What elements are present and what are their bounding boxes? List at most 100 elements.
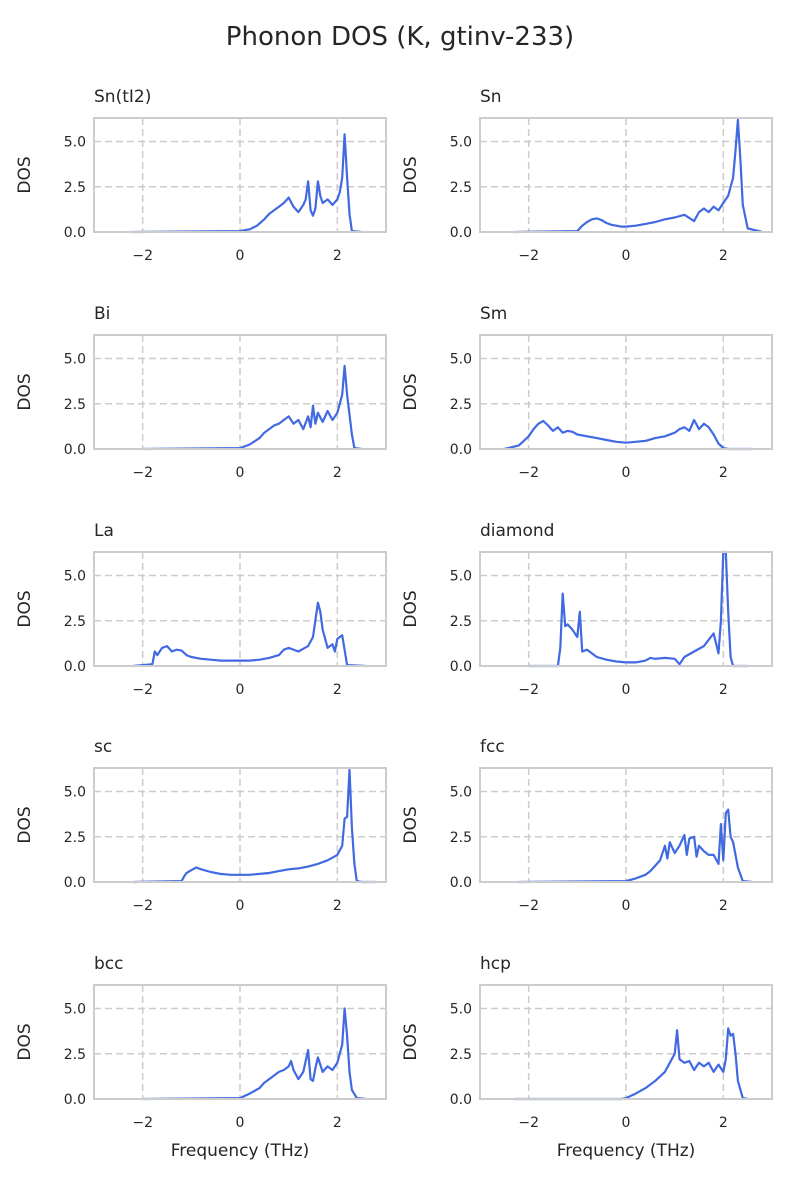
x-tick-label: −2 <box>132 682 153 698</box>
y-tick-label: 5.0 <box>64 569 86 585</box>
y-tick-label: 2.5 <box>450 180 472 196</box>
x-tick-label: 0 <box>236 898 245 914</box>
y-tick-label: 5.0 <box>64 352 86 368</box>
subplot-title: diamond <box>480 521 554 541</box>
y-axis-label: DOS <box>401 373 421 410</box>
x-tick-label: 2 <box>719 898 728 914</box>
y-tick-label: 5.0 <box>450 785 472 801</box>
y-axis-label: DOS <box>15 156 35 193</box>
x-tick-label: −2 <box>132 898 153 914</box>
x-tick-label: 2 <box>719 682 728 698</box>
plot-frame <box>93 334 387 450</box>
dos-curve <box>528 550 748 668</box>
y-tick-label: 2.5 <box>64 397 86 413</box>
subplot-bcc: bcc −2 0 2 0.0 2.5 5.0 DOS Frequency (THz) <box>15 954 387 1161</box>
y-tick-label: 5.0 <box>450 135 472 151</box>
x-tick-label: −2 <box>132 248 153 264</box>
x-tick-label: −2 <box>518 898 539 914</box>
x-tick-label: −2 <box>518 248 539 264</box>
x-tick-label: 2 <box>719 248 728 264</box>
x-tick-label: 0 <box>622 682 631 698</box>
plot-frame <box>479 767 773 883</box>
subplot-sn-ti2-: Sn(tI2) −2 0 2 0.0 2.5 5.0 DOS <box>15 87 387 264</box>
y-tick-label: 5.0 <box>450 1002 472 1018</box>
dos-curve <box>142 364 362 451</box>
subplot-diamond: diamond −2 0 2 0.0 2.5 5.0 DOS <box>401 521 773 698</box>
y-tick-label: 0.0 <box>64 1092 86 1108</box>
y-tick-label: 0.0 <box>64 659 86 675</box>
x-axis-label: Frequency (THz) <box>171 1141 310 1161</box>
x-tick-label: 2 <box>719 1115 728 1131</box>
x-tick-label: −2 <box>518 682 539 698</box>
subplot-title: Sm <box>480 304 507 324</box>
dos-curve <box>504 418 753 451</box>
y-tick-label: 0.0 <box>450 1092 472 1108</box>
subplot-title: Sn(tI2) <box>94 87 151 107</box>
dos-curve <box>514 1027 748 1101</box>
dos-curve <box>142 1007 367 1101</box>
y-tick-label: 2.5 <box>450 397 472 413</box>
y-tick-label: 5.0 <box>64 785 86 801</box>
plot-frame <box>479 117 773 233</box>
x-tick-label: 0 <box>236 465 245 481</box>
plot-frame <box>93 551 387 667</box>
y-tick-label: 5.0 <box>64 135 86 151</box>
x-tick-label: 2 <box>333 682 342 698</box>
subplot-sc: sc −2 0 2 0.0 2.5 5.0 DOS <box>15 737 387 914</box>
x-tick-label: 2 <box>333 1115 342 1131</box>
subplot-sn: Sn −2 0 2 0.0 2.5 5.0 DOS <box>401 87 773 264</box>
y-axis-label: DOS <box>15 590 35 627</box>
x-tick-label: −2 <box>518 465 539 481</box>
x-axis-label: Frequency (THz) <box>557 1141 696 1161</box>
subplot-bi: Bi −2 0 2 0.0 2.5 5.0 DOS <box>15 304 387 481</box>
x-tick-label: 0 <box>236 682 245 698</box>
y-tick-label: 2.5 <box>450 614 472 630</box>
y-tick-label: 0.0 <box>450 225 472 241</box>
y-tick-label: 5.0 <box>450 352 472 368</box>
y-axis-label: DOS <box>401 1023 421 1060</box>
subplot-sm: Sm −2 0 2 0.0 2.5 5.0 DOS <box>401 304 773 481</box>
subplot-title: bcc <box>94 954 123 974</box>
y-tick-label: 0.0 <box>450 659 472 675</box>
y-axis-label: DOS <box>401 806 421 843</box>
y-axis-label: DOS <box>15 373 35 410</box>
x-tick-label: 0 <box>622 1115 631 1131</box>
subplot-grid: Sn(tI2) −2 0 2 0.0 2.5 5.0 DOS Sn −2 0 2 0.0 2.5 5.0 DO… <box>15 87 773 1161</box>
x-tick-label: 2 <box>333 465 342 481</box>
subplot-title: fcc <box>480 737 505 757</box>
dos-curve <box>132 601 367 668</box>
x-tick-label: 0 <box>622 898 631 914</box>
y-axis-label: DOS <box>401 156 421 193</box>
x-tick-label: 2 <box>719 465 728 481</box>
plot-frame <box>479 551 773 667</box>
x-tick-label: 0 <box>236 1115 245 1131</box>
subplot-title: hcp <box>480 954 511 974</box>
plot-frame <box>93 767 387 883</box>
y-tick-label: 2.5 <box>64 614 86 630</box>
figure-title: Phonon DOS (K, gtinv-233) <box>226 22 574 52</box>
x-tick-label: 0 <box>622 465 631 481</box>
x-tick-label: −2 <box>132 1115 153 1131</box>
subplot-title: La <box>94 521 114 541</box>
subplot-title: sc <box>94 737 112 757</box>
plot-frame <box>93 984 387 1100</box>
y-tick-label: 5.0 <box>450 569 472 585</box>
subplot-fcc: fcc −2 0 2 0.0 2.5 5.0 DOS <box>401 737 773 914</box>
y-tick-label: 2.5 <box>450 830 472 846</box>
x-tick-label: −2 <box>518 1115 539 1131</box>
y-tick-label: 0.0 <box>64 875 86 891</box>
x-tick-label: 0 <box>236 248 245 264</box>
x-tick-label: 0 <box>622 248 631 264</box>
subplot-hcp: hcp −2 0 2 0.0 2.5 5.0 DOS Frequency (THz) <box>401 954 773 1161</box>
y-tick-label: 2.5 <box>450 1047 472 1063</box>
y-tick-label: 2.5 <box>64 1047 86 1063</box>
y-tick-label: 5.0 <box>64 1002 86 1018</box>
subplot-la: La −2 0 2 0.0 2.5 5.0 DOS <box>15 521 387 698</box>
y-tick-label: 0.0 <box>64 225 86 241</box>
plot-frame <box>479 984 773 1100</box>
y-tick-label: 0.0 <box>450 442 472 458</box>
dos-curve <box>132 768 377 884</box>
y-tick-label: 0.0 <box>64 442 86 458</box>
y-axis-label: DOS <box>15 806 35 843</box>
